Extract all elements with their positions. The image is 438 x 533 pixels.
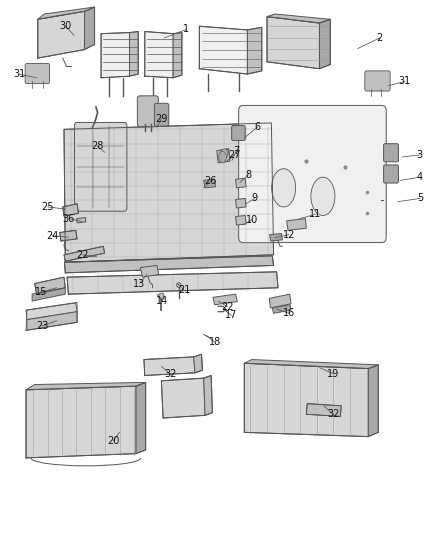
Polygon shape <box>204 375 212 415</box>
Ellipse shape <box>272 168 296 207</box>
Polygon shape <box>63 204 78 216</box>
FancyBboxPatch shape <box>384 165 399 183</box>
Polygon shape <box>204 179 215 188</box>
Polygon shape <box>26 303 77 320</box>
Polygon shape <box>26 382 146 390</box>
Polygon shape <box>35 277 65 294</box>
Text: 27: 27 <box>228 150 240 160</box>
Polygon shape <box>269 294 291 308</box>
Polygon shape <box>67 272 278 294</box>
Text: 19: 19 <box>327 369 339 379</box>
Text: 10: 10 <box>246 215 258 225</box>
Text: 6: 6 <box>254 122 261 132</box>
Text: 5: 5 <box>417 193 423 204</box>
Polygon shape <box>218 149 230 161</box>
Polygon shape <box>199 26 247 74</box>
Polygon shape <box>64 246 105 261</box>
Text: 31: 31 <box>13 69 25 79</box>
Ellipse shape <box>221 149 228 159</box>
Polygon shape <box>38 7 95 19</box>
FancyBboxPatch shape <box>384 144 399 162</box>
Polygon shape <box>77 217 86 223</box>
Polygon shape <box>64 256 274 273</box>
Text: 8: 8 <box>245 170 251 180</box>
Polygon shape <box>145 31 173 78</box>
Text: 22: 22 <box>77 250 89 260</box>
Ellipse shape <box>177 282 181 287</box>
Text: 3: 3 <box>417 150 423 160</box>
Text: 13: 13 <box>134 279 146 288</box>
Polygon shape <box>270 233 283 241</box>
Text: 31: 31 <box>399 77 411 86</box>
Text: 24: 24 <box>46 231 58 241</box>
Polygon shape <box>136 382 146 454</box>
FancyBboxPatch shape <box>232 126 245 141</box>
Text: 26: 26 <box>204 176 216 187</box>
Text: 12: 12 <box>283 230 295 240</box>
Polygon shape <box>319 19 330 69</box>
Text: 23: 23 <box>36 321 48 331</box>
Text: 11: 11 <box>309 209 321 220</box>
Ellipse shape <box>219 151 226 163</box>
FancyBboxPatch shape <box>154 103 169 126</box>
Polygon shape <box>217 150 230 163</box>
Polygon shape <box>213 294 237 305</box>
Text: 22: 22 <box>222 302 234 312</box>
Text: 29: 29 <box>155 114 168 124</box>
Polygon shape <box>236 178 246 188</box>
Text: 21: 21 <box>178 286 190 295</box>
Text: 16: 16 <box>283 308 295 318</box>
Polygon shape <box>101 33 130 78</box>
Text: 4: 4 <box>417 172 423 182</box>
Polygon shape <box>27 312 77 330</box>
Text: 25: 25 <box>42 202 54 212</box>
Text: 17: 17 <box>225 310 237 320</box>
Text: 30: 30 <box>59 21 71 31</box>
FancyBboxPatch shape <box>365 71 390 91</box>
Ellipse shape <box>311 177 335 215</box>
Polygon shape <box>368 365 378 437</box>
Polygon shape <box>267 14 330 23</box>
Polygon shape <box>141 265 159 277</box>
Polygon shape <box>272 305 291 313</box>
Text: 2: 2 <box>377 33 383 43</box>
Polygon shape <box>173 33 182 78</box>
Polygon shape <box>236 215 246 225</box>
Text: 14: 14 <box>156 296 168 306</box>
Text: 36: 36 <box>62 214 74 224</box>
Text: 18: 18 <box>208 337 221 347</box>
Polygon shape <box>85 7 95 50</box>
Text: 28: 28 <box>92 141 104 151</box>
Text: 20: 20 <box>107 436 120 446</box>
FancyBboxPatch shape <box>138 96 158 127</box>
Polygon shape <box>38 11 85 58</box>
Polygon shape <box>194 354 202 373</box>
Text: 32: 32 <box>327 409 339 419</box>
Polygon shape <box>236 198 246 208</box>
Polygon shape <box>161 378 205 418</box>
Polygon shape <box>130 31 138 76</box>
Polygon shape <box>26 386 136 458</box>
Polygon shape <box>267 17 319 69</box>
Polygon shape <box>60 230 77 241</box>
FancyBboxPatch shape <box>74 123 127 211</box>
Text: 1: 1 <box>183 25 189 35</box>
Text: 15: 15 <box>35 287 47 297</box>
Text: 32: 32 <box>164 369 176 379</box>
Polygon shape <box>244 360 378 368</box>
Polygon shape <box>32 288 65 301</box>
Text: 9: 9 <box>252 193 258 204</box>
Polygon shape <box>287 219 306 230</box>
FancyBboxPatch shape <box>25 63 49 84</box>
Polygon shape <box>64 123 274 262</box>
Polygon shape <box>306 403 341 416</box>
Ellipse shape <box>159 293 164 298</box>
Polygon shape <box>244 364 368 437</box>
Polygon shape <box>247 27 262 74</box>
Polygon shape <box>144 357 195 375</box>
Text: 7: 7 <box>233 146 240 156</box>
FancyBboxPatch shape <box>239 106 386 243</box>
